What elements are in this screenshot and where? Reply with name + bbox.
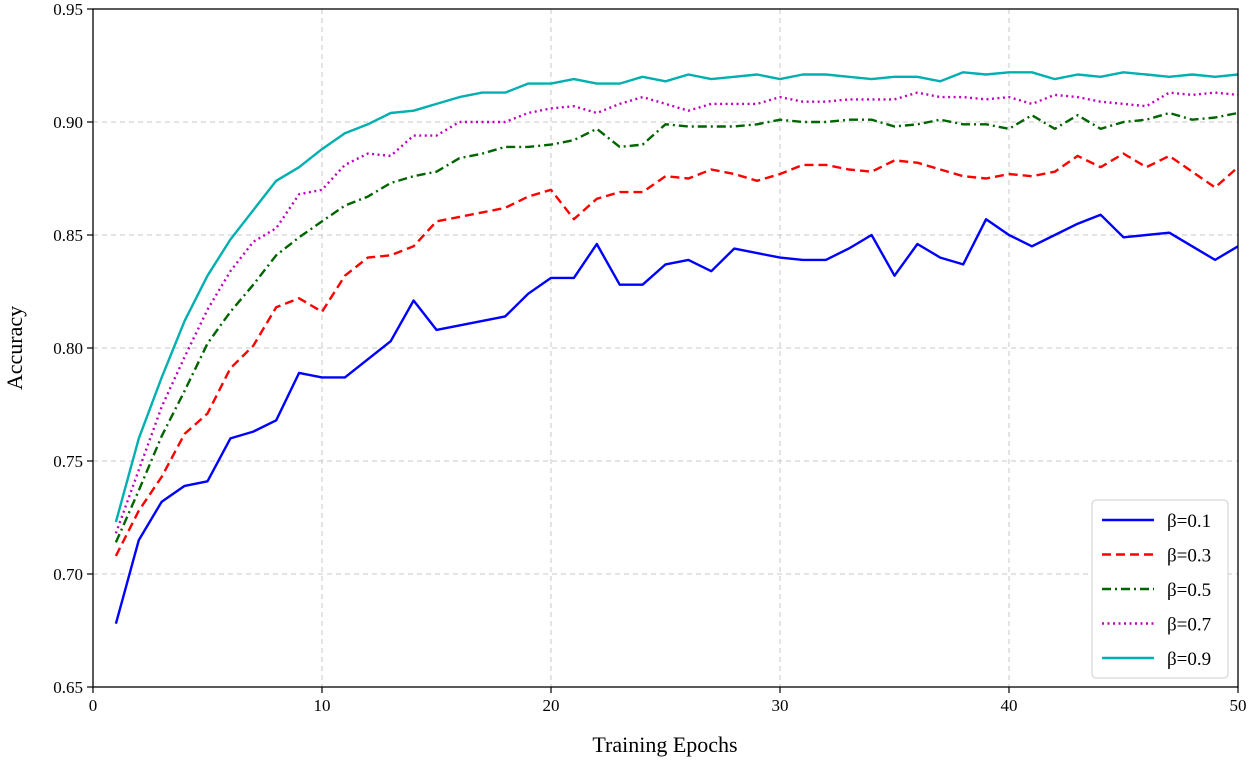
y-tick-label: 0.65 [53,678,83,697]
y-axis-title: Accuracy [2,306,27,390]
series-lines [114,71,1239,625]
legend-label: β=0.9 [1167,649,1211,670]
legend-label: β=0.3 [1167,546,1211,567]
x-tick-label: 40 [1001,696,1018,715]
legend-label: β=0.1 [1167,511,1211,532]
x-axis-title: Training Epochs [592,732,737,757]
grid-lines [93,9,1238,687]
x-tick-label: 20 [543,696,560,715]
y-tick-label: 0.80 [53,339,83,358]
x-tick-label: 50 [1230,696,1247,715]
series-line [114,152,1239,557]
y-tick-label: 0.95 [53,0,83,19]
y-tick-label: 0.85 [53,226,83,245]
legend-label: β=0.7 [1167,615,1211,636]
series-line [114,71,1239,523]
series-line [114,213,1239,625]
x-tick-label: 0 [89,696,98,715]
y-tick-label: 0.75 [53,452,83,471]
series-line [114,111,1239,543]
x-tick-label: 10 [314,696,331,715]
legend-label: β=0.5 [1167,580,1211,601]
legend-box [1091,499,1229,679]
series-line [114,91,1239,534]
y-tick-label: 0.90 [53,113,83,132]
x-tick-label: 30 [772,696,789,715]
y-tick-label: 0.70 [53,565,83,584]
legend: β=0.1 β=0.3 β=0.5 β=0.7 β=0.9 [1091,499,1229,679]
axis-ticks: 0 10 20 30 40 50 0.65 0.70 0.75 0.80 0.85 0.90 0.95 [53,0,1246,715]
